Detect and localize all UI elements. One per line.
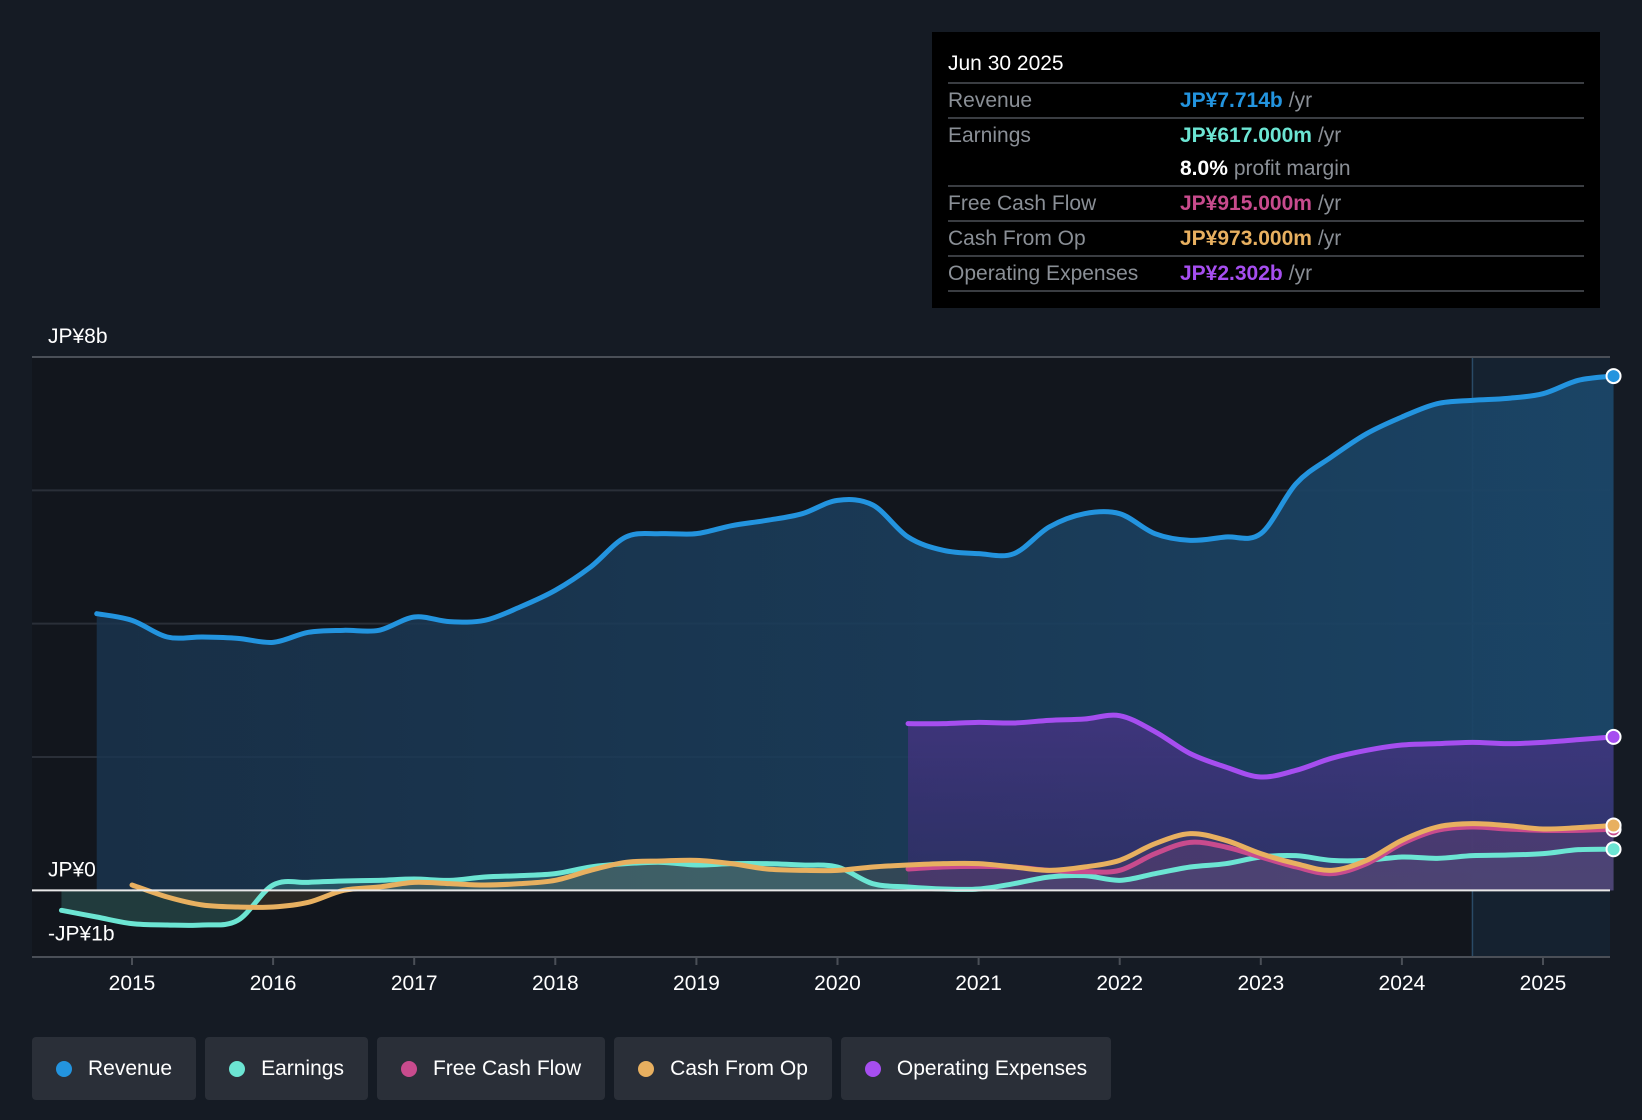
endpoint-revenue [1605,368,1622,385]
legend-label: Free Cash Flow [432,1056,582,1080]
tooltip-value: 8.0% [1180,157,1228,180]
legend-item-cash-from-op[interactable]: Cash From Op [614,1037,832,1100]
x-axis: 2015 2016 2017 2018 2019 2020 2021 2022 2023 2024… [32,956,1610,995]
tooltip-label: Operating Expenses [948,262,1139,285]
tooltip-label [948,152,1180,185]
tooltip-label: Earnings [948,124,1031,147]
x-tick-label: 2019 [673,972,720,995]
legend-label: Earnings [261,1056,344,1080]
y-tick-label: JP¥8b [48,325,108,348]
x-tick-label: 2024 [1379,972,1426,995]
tooltip-rows: Revenue JP¥7.714b/yr Earnings JP¥617.000m/y… [948,84,1584,292]
legend-item-earnings[interactable]: Earnings [205,1037,368,1100]
x-tick-label: 2015 [109,972,156,995]
tooltip-unit: /yr [1317,192,1342,215]
legend-dot-icon [400,1060,417,1077]
tooltip-value: JP¥7.714b [1180,89,1283,112]
x-tick-label: 2021 [955,972,1002,995]
legend-item-operating-expenses[interactable]: Operating Expenses [840,1037,1112,1100]
tooltip-label: Free Cash Flow [948,192,1097,215]
legend-label: Revenue [88,1056,173,1080]
legend-label: Operating Expenses [896,1056,1088,1080]
tooltip-label: Cash From Op [948,227,1086,250]
legend-dot-icon [638,1060,655,1077]
tooltip-unit: /yr [1317,227,1342,250]
line-cash-from-op [129,821,1617,910]
area-revenue [96,376,1614,891]
tooltip-row: Free Cash Flow JP¥915.000m/yr [948,187,1584,222]
x-tick-label: 2016 [250,972,297,995]
tooltip-row: Cash From Op JP¥973.000m/yr [948,222,1584,257]
legend: Revenue Earnings Free Cash Flow Cash From O… [32,1037,1112,1100]
x-tick-label: 2020 [814,972,861,995]
tooltip-row: Revenue JP¥7.714b/yr [948,84,1584,119]
tooltip-value: JP¥973.000m [1180,227,1312,250]
series-lines [58,373,1617,928]
x-tick-label: 2018 [532,972,579,995]
line-earnings [58,846,1617,928]
x-tick-label: 2023 [1237,972,1284,995]
line-operating-expenses [905,712,1617,780]
series-endpoints [1605,368,1622,858]
tooltip-row: Earnings JP¥617.000m/yr [948,119,1584,152]
tooltip-value: JP¥2.302b [1180,262,1283,285]
endpoint-cash-from-op [1605,817,1622,834]
tooltip: Jun 30 2025 Revenue JP¥7.714b/yr Earnings J… [932,32,1600,308]
tooltip-value: JP¥617.000m [1180,124,1312,147]
x-tick-label: 2022 [1096,972,1143,995]
tooltip-unit: /yr [1288,89,1313,112]
x-tick-label: 2017 [391,972,438,995]
y-tick-label: JP¥0 [48,858,96,881]
legend-item-free-cash-flow[interactable]: Free Cash Flow [376,1037,606,1100]
y-axis-labels: JP¥8b JP¥0 -JP¥1b [48,325,115,945]
tooltip-unit: /yr [1317,124,1342,147]
area-operating-expenses [908,715,1614,891]
line-revenue [94,373,1617,645]
legend-label: Cash From Op [670,1056,808,1080]
tooltip-date: Jun 30 2025 [948,46,1584,84]
legend-dot-icon [864,1060,881,1077]
endpoint-earnings [1605,841,1622,858]
endpoint-operating-expenses [1605,728,1622,745]
tooltip-row: 8.0% profit margin [948,152,1584,187]
tooltip-row: Operating Expenses JP¥2.302b/yr [948,257,1584,292]
x-tick-label: 2025 [1520,972,1567,995]
tooltip-unit: /yr [1288,262,1313,285]
tooltip-label: Revenue [948,89,1033,112]
legend-item-revenue[interactable]: Revenue [32,1037,197,1100]
legend-dot-icon [56,1060,72,1077]
tooltip-value: JP¥915.000m [1180,192,1312,215]
tooltip-unit: profit margin [1233,157,1351,180]
legend-dot-icon [229,1060,246,1077]
y-tick-label: -JP¥1b [48,922,115,945]
